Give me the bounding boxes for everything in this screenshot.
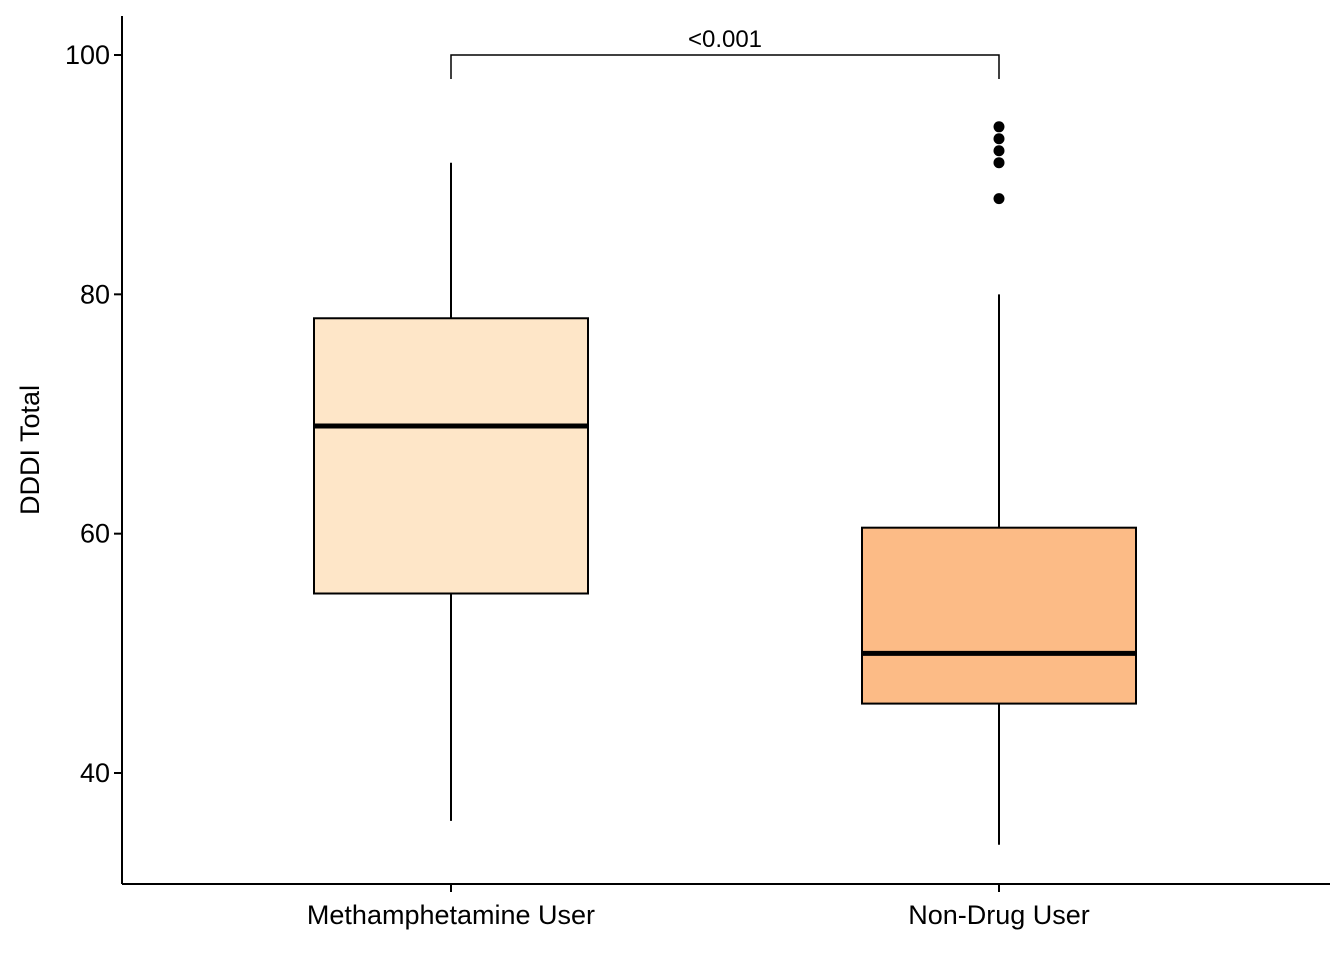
y-axis-title: DDDI Total xyxy=(15,385,45,515)
outlier-point xyxy=(993,121,1005,133)
significance-bracket xyxy=(450,54,1000,79)
box-group xyxy=(861,121,1137,845)
y-tick-label: 100 xyxy=(65,40,110,70)
outlier-point xyxy=(993,193,1005,205)
y-tick-label: 60 xyxy=(80,519,110,549)
annotations-group: <0.001 xyxy=(450,26,1000,79)
y-tick-label: 80 xyxy=(80,279,110,309)
outlier-point xyxy=(993,145,1005,157)
axes-group: 40 60 80 100 Methamphetamine User Non-Drug Us… xyxy=(65,16,1330,930)
box-group xyxy=(313,162,589,821)
boxes-group xyxy=(313,121,1137,845)
x-tick-label: Methamphetamine User xyxy=(307,900,595,930)
box-body xyxy=(313,317,589,595)
y-tick-label: 40 xyxy=(80,758,110,788)
significance-label: <0.001 xyxy=(688,26,762,53)
box-body xyxy=(861,526,1137,705)
outlier-point xyxy=(993,157,1005,169)
outlier-point xyxy=(993,133,1005,145)
x-tick-label: Non-Drug User xyxy=(908,900,1090,930)
